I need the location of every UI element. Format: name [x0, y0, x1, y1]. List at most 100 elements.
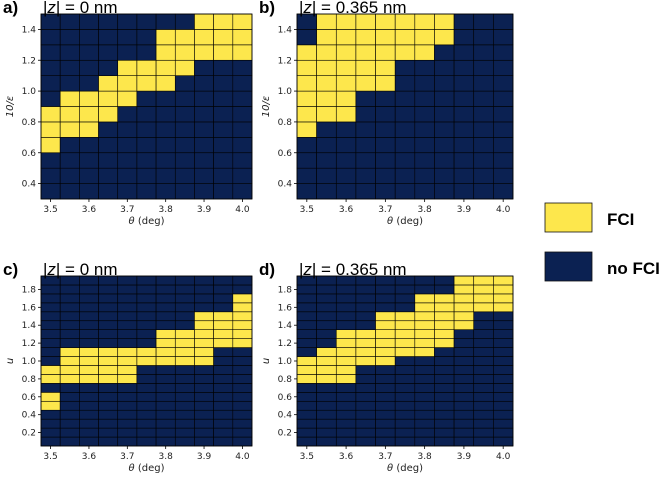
heatmap-cell-fci [213, 338, 234, 348]
x-axis-label: θ (deg) [129, 463, 165, 474]
x-tick-label: 3.6 [339, 205, 354, 215]
heatmap-cell-no-fci [434, 137, 455, 154]
heatmap-cell-no-fci [296, 320, 317, 330]
heatmap-cell-no-fci [493, 311, 514, 322]
heatmap-cell-no-fci [136, 44, 157, 61]
heatmap-cell-no-fci [40, 356, 61, 366]
heatmap-cell-no-fci [296, 311, 317, 322]
heatmap-cell-no-fci [232, 400, 253, 411]
x-tick-label: 3.6 [339, 452, 354, 462]
heatmap-cell-no-fci [136, 106, 157, 123]
heatmap-cell-no-fci [453, 356, 475, 366]
heatmap-cell-no-fci [136, 311, 157, 322]
heatmap-cell-no-fci [79, 436, 99, 447]
heatmap-cell-no-fci [213, 121, 234, 138]
heatmap-cell-no-fci [414, 137, 435, 154]
heatmap-cell-no-fci [155, 400, 176, 411]
heatmap-cell-no-fci [473, 329, 494, 339]
heatmap-cell-no-fci [355, 183, 376, 200]
heatmap-cell-no-fci [79, 383, 99, 393]
heatmap-cell-fci [434, 302, 455, 313]
heatmap-cell-fci [40, 137, 61, 154]
heatmap-cell-fci [117, 59, 138, 76]
heatmap-cell-no-fci [174, 418, 195, 429]
heatmap-cell-no-fci [174, 137, 195, 154]
heatmap-cell-fci [296, 75, 317, 92]
heatmap-cell-no-fci [136, 338, 157, 348]
heatmap-cell-no-fci [493, 29, 514, 46]
heatmap-cell-no-fci [98, 383, 119, 393]
heatmap-cell-no-fci [316, 427, 337, 438]
x-axis-label-var: θ [129, 216, 135, 227]
panel-label: c) [3, 260, 18, 279]
heatmap-cell-no-fci [335, 427, 357, 438]
heatmap-cell-no-fci [232, 365, 253, 375]
panel-label: b) [259, 0, 275, 17]
heatmap-cell-no-fci [117, 418, 138, 429]
heatmap-cell-no-fci [79, 183, 99, 200]
heatmap-cell-fci [59, 90, 80, 107]
heatmap-cell-no-fci [174, 427, 195, 438]
heatmap-cell-no-fci [59, 338, 80, 348]
heatmap-cell-no-fci [434, 400, 455, 411]
heatmap-cell-no-fci [434, 427, 455, 438]
heatmap-cell-fci [414, 347, 435, 357]
heatmap-cell-no-fci [296, 167, 317, 184]
heatmap-cell-fci [194, 44, 214, 61]
heatmap-cell-fci [394, 338, 416, 348]
heatmap-cell-no-fci [194, 400, 214, 411]
heatmap-cell-no-fci [117, 29, 138, 46]
heatmap-cell-no-fci [434, 392, 455, 402]
heatmap-cell-no-fci [296, 383, 317, 393]
legend-label-fci: FCI [607, 210, 634, 229]
heatmap-cell-fci [473, 302, 494, 313]
heatmap-cell-no-fci [316, 409, 337, 420]
heatmap-cell-no-fci [375, 293, 396, 304]
heatmap-cell-no-fci [375, 167, 396, 184]
y-tick-label: 1.6 [22, 303, 37, 313]
heatmap-cell-fci [414, 13, 435, 30]
heatmap-cell-fci [394, 29, 416, 46]
y-tick-label: 0.2 [22, 429, 36, 439]
heatmap-cell-fci [335, 75, 357, 92]
heatmap-cell-fci [232, 320, 253, 330]
heatmap-cell-no-fci [355, 409, 376, 420]
heatmap-cell-fci [194, 320, 214, 330]
heatmap-cell-fci [98, 374, 119, 384]
heatmap-cell-no-fci [355, 365, 376, 375]
x-axis-label: θ (deg) [387, 463, 423, 474]
heatmap-cell-fci [355, 44, 376, 61]
heatmap-cell-no-fci [316, 392, 337, 402]
panel-title-var: z [46, 0, 56, 17]
heatmap-cell-no-fci [136, 427, 157, 438]
heatmap-cell-no-fci [40, 329, 61, 339]
heatmap-cell-fci [232, 44, 253, 61]
heatmap-cell-no-fci [174, 392, 195, 402]
heatmap-cell-fci [79, 365, 99, 375]
heatmap-cell-no-fci [155, 418, 176, 429]
heatmap-cell-no-fci [232, 183, 253, 200]
heatmap-cell-no-fci [79, 29, 99, 46]
heatmap-cell-fci [213, 29, 234, 46]
panel-a: 3.5 3.6 3.7 3.8 3.9 4.0 0.4 0.6 0.8 1.0 1.2 1.4 θ (d… [3, 0, 253, 227]
heatmap-cell-no-fci [394, 418, 416, 429]
heatmap-cell-fci [453, 320, 475, 330]
heatmap-cell-no-fci [434, 409, 455, 420]
heatmap-cell-no-fci [40, 75, 61, 92]
heatmap-cell-no-fci [79, 293, 99, 304]
heatmap-cell-no-fci [375, 183, 396, 200]
heatmap-cell-no-fci [453, 13, 475, 30]
x-tick-label: 3.9 [457, 205, 472, 215]
heatmap-cell-no-fci [136, 90, 157, 107]
heatmap-cell-fci [394, 44, 416, 61]
heatmap-cell-no-fci [136, 293, 157, 304]
heatmap-cell-no-fci [40, 427, 61, 438]
heatmap-cell-no-fci [194, 137, 214, 154]
heatmap-cell-no-fci [98, 338, 119, 348]
heatmap-cell-no-fci [174, 409, 195, 420]
heatmap-cell-no-fci [194, 374, 214, 384]
heatmap-cell-fci [155, 338, 176, 348]
heatmap-cell-fci [394, 347, 416, 357]
heatmap-cell-no-fci [453, 329, 475, 339]
heatmap-cell-no-fci [335, 418, 357, 429]
